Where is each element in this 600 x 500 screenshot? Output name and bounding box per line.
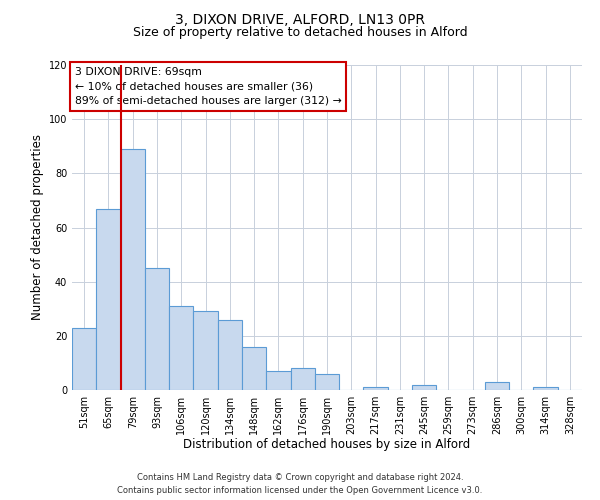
Text: Contains HM Land Registry data © Crown copyright and database right 2024.
Contai: Contains HM Land Registry data © Crown c… bbox=[118, 474, 482, 495]
X-axis label: Distribution of detached houses by size in Alford: Distribution of detached houses by size … bbox=[184, 438, 470, 452]
Text: 3, DIXON DRIVE, ALFORD, LN13 0PR: 3, DIXON DRIVE, ALFORD, LN13 0PR bbox=[175, 12, 425, 26]
Bar bbox=[315, 374, 339, 390]
Bar bbox=[290, 368, 315, 390]
Bar bbox=[96, 208, 121, 390]
Bar bbox=[193, 312, 218, 390]
Bar bbox=[266, 371, 290, 390]
Bar bbox=[412, 384, 436, 390]
Y-axis label: Number of detached properties: Number of detached properties bbox=[31, 134, 44, 320]
Bar bbox=[533, 388, 558, 390]
Bar bbox=[364, 388, 388, 390]
Bar bbox=[72, 328, 96, 390]
Bar bbox=[121, 149, 145, 390]
Bar bbox=[242, 346, 266, 390]
Bar bbox=[145, 268, 169, 390]
Bar bbox=[218, 320, 242, 390]
Text: 3 DIXON DRIVE: 69sqm
← 10% of detached houses are smaller (36)
89% of semi-detac: 3 DIXON DRIVE: 69sqm ← 10% of detached h… bbox=[74, 66, 341, 106]
Bar bbox=[485, 382, 509, 390]
Bar bbox=[169, 306, 193, 390]
Text: Size of property relative to detached houses in Alford: Size of property relative to detached ho… bbox=[133, 26, 467, 39]
